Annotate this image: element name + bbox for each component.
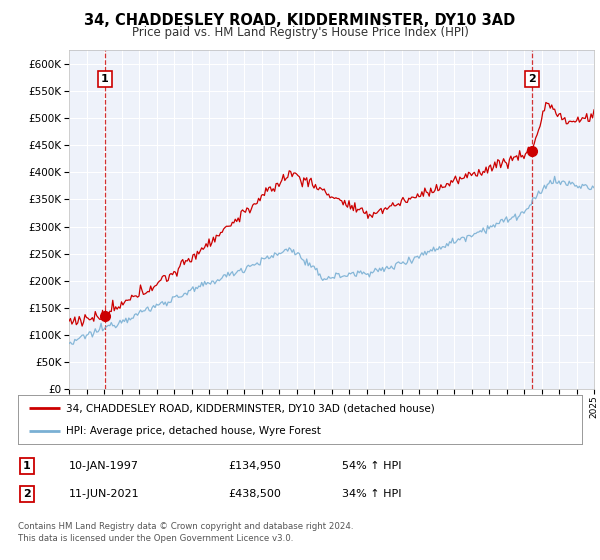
Text: 34, CHADDESLEY ROAD, KIDDERMINSTER, DY10 3AD (detached house): 34, CHADDESLEY ROAD, KIDDERMINSTER, DY10… (66, 403, 434, 413)
Text: 1: 1 (101, 74, 109, 84)
Text: Price paid vs. HM Land Registry's House Price Index (HPI): Price paid vs. HM Land Registry's House … (131, 26, 469, 39)
Text: 11-JUN-2021: 11-JUN-2021 (69, 489, 140, 499)
Text: Contains HM Land Registry data © Crown copyright and database right 2024.
This d: Contains HM Land Registry data © Crown c… (18, 522, 353, 543)
Text: 34% ↑ HPI: 34% ↑ HPI (342, 489, 401, 499)
Text: £134,950: £134,950 (228, 461, 281, 471)
Text: £438,500: £438,500 (228, 489, 281, 499)
Text: 54% ↑ HPI: 54% ↑ HPI (342, 461, 401, 471)
Text: HPI: Average price, detached house, Wyre Forest: HPI: Average price, detached house, Wyre… (66, 426, 321, 436)
Text: 34, CHADDESLEY ROAD, KIDDERMINSTER, DY10 3AD: 34, CHADDESLEY ROAD, KIDDERMINSTER, DY10… (85, 13, 515, 29)
Text: 2: 2 (23, 489, 31, 499)
Text: 1: 1 (23, 461, 31, 471)
Text: 2: 2 (528, 74, 536, 84)
Text: 10-JAN-1997: 10-JAN-1997 (69, 461, 139, 471)
